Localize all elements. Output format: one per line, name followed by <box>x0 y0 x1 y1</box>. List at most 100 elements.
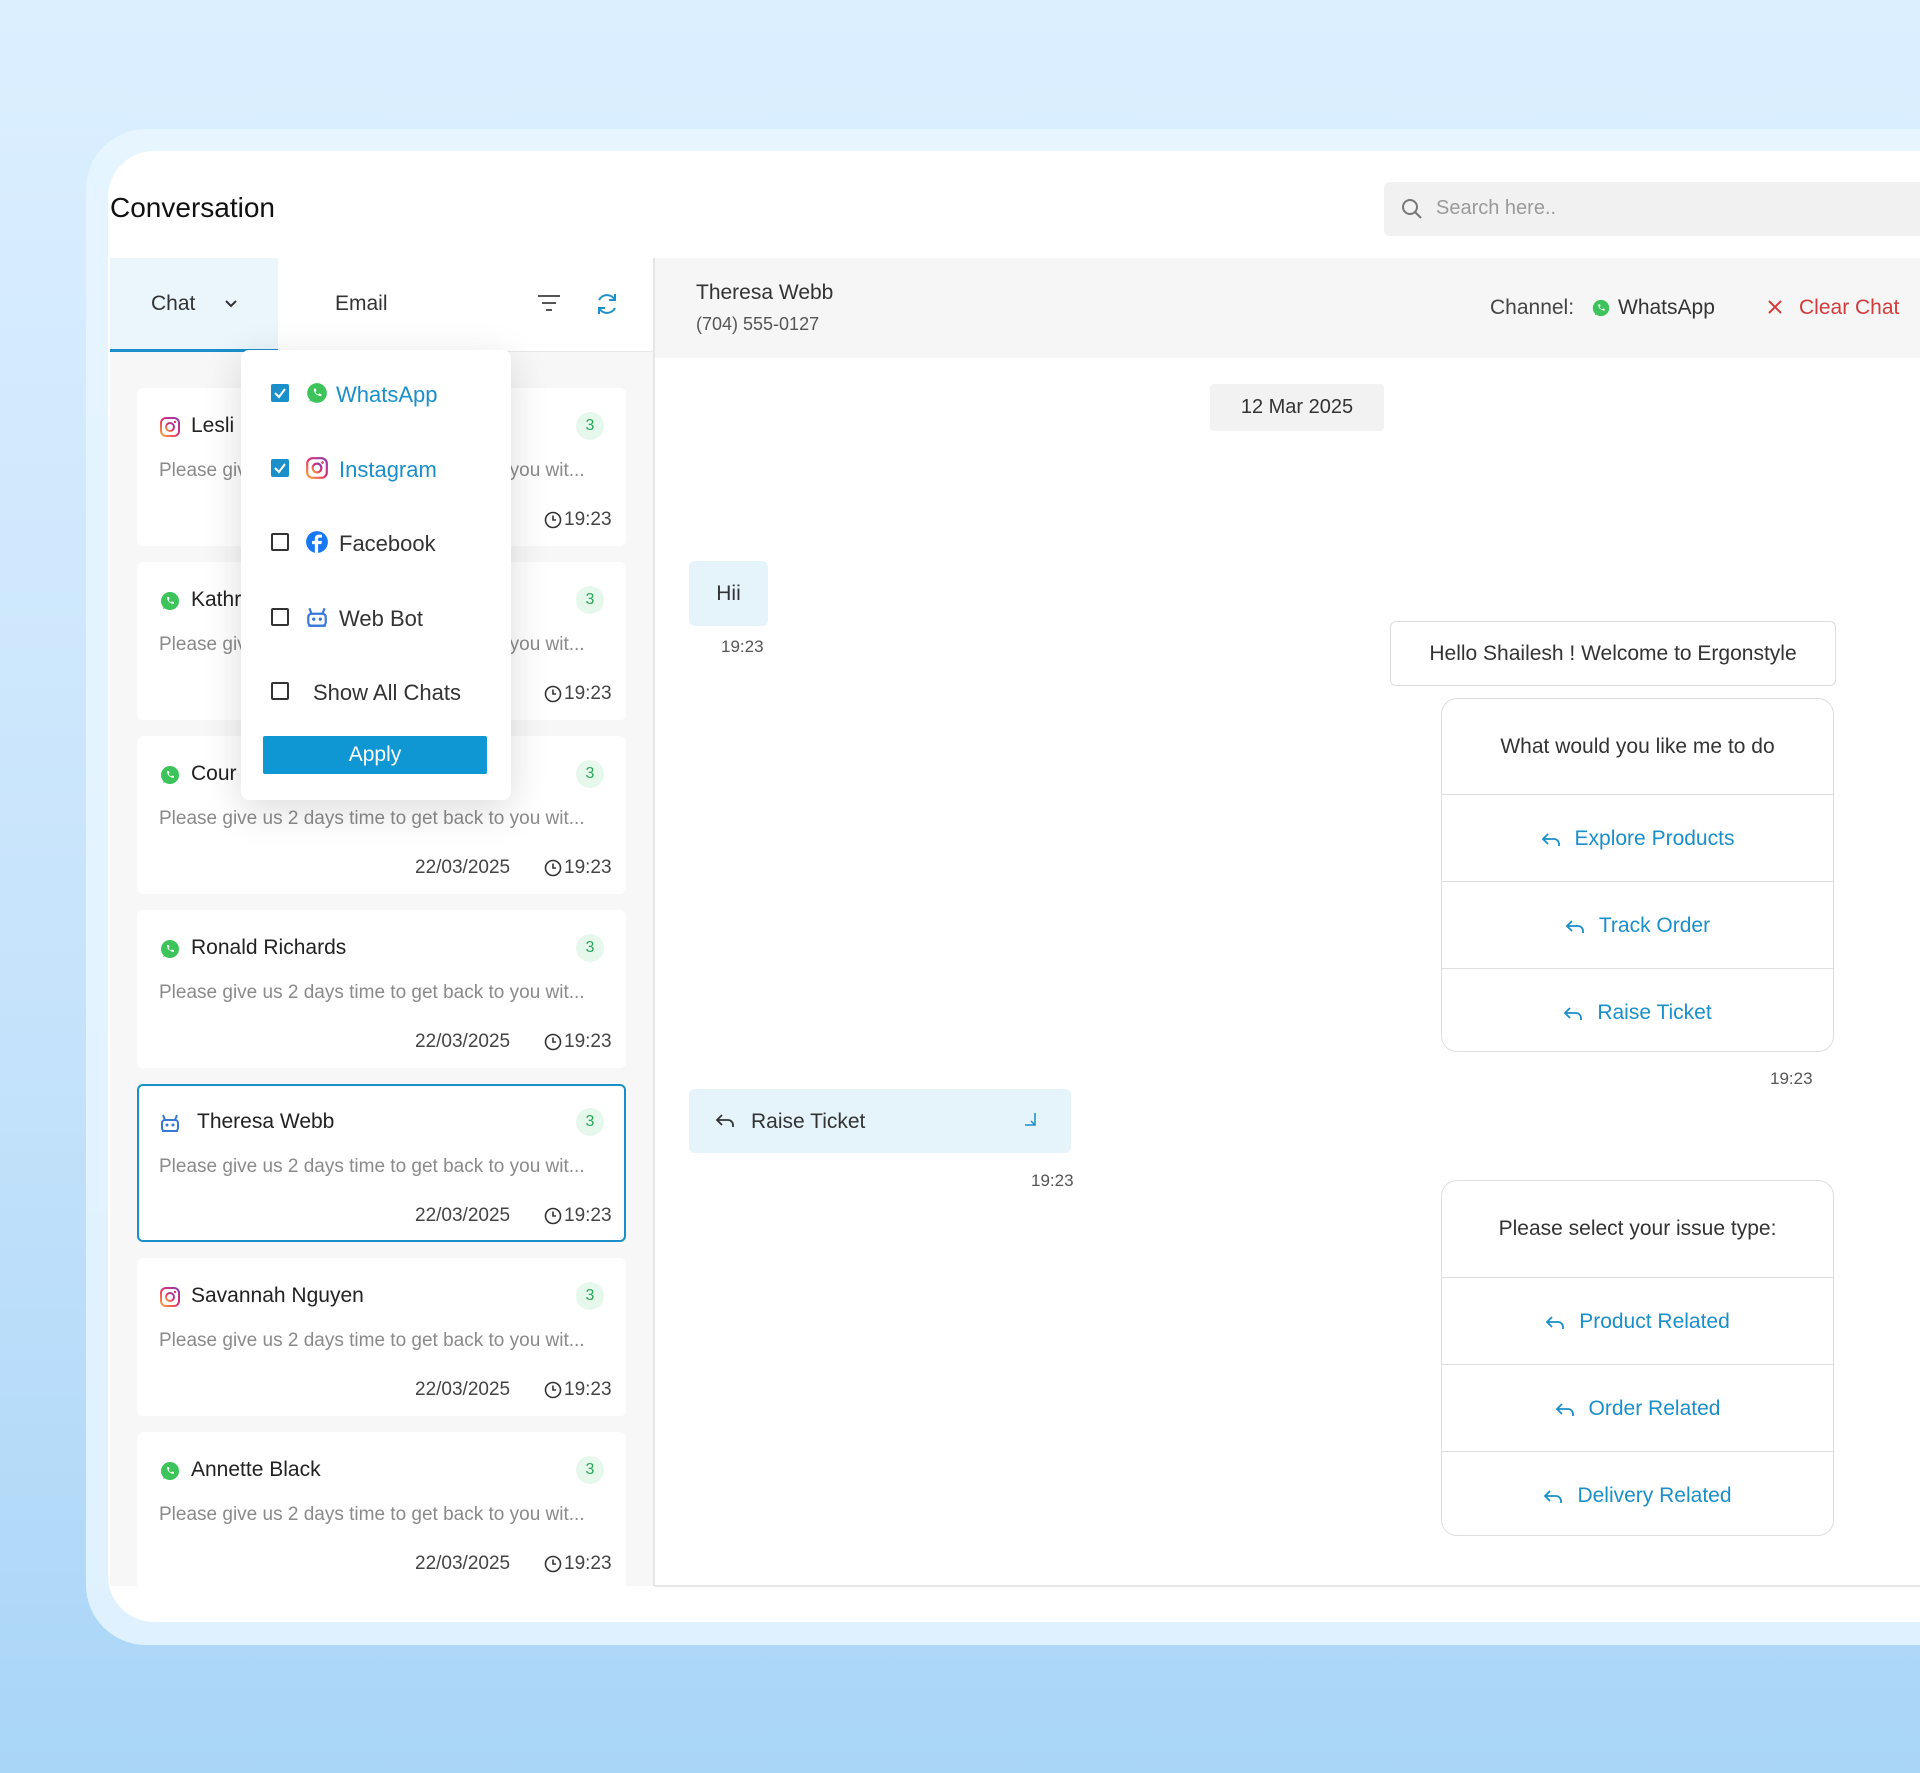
unread-badge: 3 <box>576 586 604 614</box>
channel-icon <box>1591 298 1611 323</box>
checkbox[interactable] <box>271 458 289 477</box>
unread-badge: 3 <box>576 412 604 440</box>
filter-option[interactable]: Facebook <box>241 522 511 562</box>
filter-option[interactable]: Instagram <box>241 448 511 488</box>
option-button[interactable]: Product Related <box>1442 1277 1833 1365</box>
message-date: 22/03/2025 <box>415 1031 511 1052</box>
search-placeholder: Search here.. <box>1436 197 1557 219</box>
channel-icon <box>305 530 329 559</box>
reply-icon <box>1541 833 1560 846</box>
chat-header: Theresa Webb (704) 555-0127 Channel: Wha… <box>655 258 1920 358</box>
clear-icon[interactable] <box>1767 299 1783 315</box>
contact-name: Theresa Webb <box>197 1110 335 1133</box>
contact-name: Theresa Webb <box>696 281 834 304</box>
instagram-icon <box>160 1287 180 1307</box>
date-divider: 12 Mar 2025 <box>1210 384 1384 431</box>
filter-option[interactable]: WhatsApp <box>241 373 511 413</box>
page-title: Conversation <box>110 192 275 223</box>
message-time: 19:23 <box>564 857 612 878</box>
checkbox[interactable] <box>271 682 289 700</box>
message-time: 19:23 <box>564 683 612 704</box>
reply-icon <box>715 1114 734 1127</box>
email-tab[interactable]: Email <box>335 292 388 315</box>
contact-name: Savannah Nguyen <box>191 1284 364 1307</box>
channel-icon <box>159 1286 181 1313</box>
message-time: 19:23 <box>564 1553 612 1574</box>
clock <box>544 1207 562 1225</box>
option-label: Order Related <box>1588 1397 1721 1420</box>
facebook-icon <box>306 531 328 553</box>
filter-icon[interactable] <box>537 293 561 313</box>
clock-icon <box>544 1207 562 1230</box>
channel-icon <box>159 416 181 443</box>
channel-icon <box>159 590 181 617</box>
filter-option[interactable]: Show All Chats <box>241 671 511 711</box>
chat-tab[interactable]: Chat <box>110 258 278 352</box>
channel-icon <box>305 456 329 485</box>
whatsapp-icon <box>307 383 327 403</box>
message-preview: Please give us 2 days time to get back t… <box>159 808 585 829</box>
clock-icon <box>544 685 562 708</box>
webbot-icon <box>307 607 327 627</box>
message-time: 19:23 <box>564 509 612 530</box>
checkbox[interactable] <box>271 384 289 402</box>
option-button[interactable]: Explore Products <box>1442 794 1833 882</box>
option-label: WhatsApp <box>336 382 438 407</box>
whatsapp-icon <box>161 592 179 610</box>
option-label: Web Bot <box>339 605 423 631</box>
channel-icon <box>305 381 329 410</box>
checkbox[interactable] <box>271 607 289 626</box>
contact-name: Cour <box>191 762 237 785</box>
filter-dropdown: Apply WhatsApp Instagram Facebook Web Bot Sh… <box>241 350 511 800</box>
message-date: 22/03/2025 <box>415 1205 511 1226</box>
whatsapp-icon <box>1592 299 1610 317</box>
options-message: Please select your issue type: Product R… <box>1441 1180 1834 1536</box>
whatsapp-icon <box>161 1462 179 1480</box>
option-label: Track Order <box>1598 914 1711 937</box>
unread-badge: 3 <box>576 1282 604 1310</box>
clear-chat-button[interactable]: Clear Chat <box>1799 296 1900 319</box>
message-time: 19:23 <box>1770 1069 1813 1088</box>
reply-icon <box>1565 920 1584 933</box>
reply-icon <box>1545 1316 1565 1329</box>
clock <box>544 511 562 529</box>
filter-option[interactable]: Web Bot <box>241 597 511 637</box>
contact-name: Ronald Richards <box>191 936 347 959</box>
unread-badge: 3 <box>576 1456 604 1484</box>
checkbox[interactable] <box>271 533 289 551</box>
message-date: 22/03/2025 <box>415 857 511 878</box>
message-time: 19:23 <box>564 1379 612 1400</box>
option-button[interactable]: Track Order <box>1442 881 1833 969</box>
refresh-icon[interactable] <box>594 291 620 317</box>
contact-phone: (704) 555-0127 <box>696 314 820 334</box>
incoming-reply: Raise Ticket <box>689 1089 1071 1153</box>
options-question: Please select your issue type: <box>1498 1217 1777 1240</box>
conversation-card[interactable]: Theresa Webb 3 Please give us 2 days time … <box>137 1084 626 1242</box>
options-question: What would you like me to do <box>1500 735 1775 758</box>
conversation-card[interactable]: Ronald Richards 3 Please give us 2 days ti… <box>137 910 626 1068</box>
channel-icon <box>159 764 181 791</box>
clock-icon <box>544 859 562 882</box>
webbot-icon <box>161 1114 179 1132</box>
option-button[interactable]: Order Related <box>1442 1364 1833 1452</box>
incoming-message: Hii <box>689 561 768 626</box>
whatsapp-icon <box>161 766 179 784</box>
message-preview: Please give us 2 days time to get back t… <box>159 982 585 1003</box>
conversation-card[interactable]: Savannah Nguyen 3 Please give us 2 days ti… <box>137 1258 626 1416</box>
reply-text: Raise Ticket <box>751 1110 866 1133</box>
option-button[interactable]: Raise Ticket <box>1442 968 1833 1051</box>
search-box[interactable]: Search here.. <box>1384 182 1920 236</box>
reply-icon <box>1544 1490 1563 1503</box>
unread-badge: 3 <box>576 1108 604 1136</box>
clock <box>544 1033 562 1051</box>
chat-bottom-border <box>655 1585 1920 1587</box>
apply-button[interactable]: Apply <box>263 736 487 774</box>
instagram-icon <box>160 417 180 437</box>
option-label: Product Related <box>1579 1310 1730 1333</box>
channel-name: WhatsApp <box>1618 296 1715 319</box>
contact-name: Lesli <box>191 414 235 437</box>
conversation-card[interactable]: Annette Black 3 Please give us 2 days time… <box>137 1432 626 1586</box>
clock-icon <box>544 1381 562 1404</box>
whatsapp-icon <box>161 940 179 958</box>
option-button[interactable]: Delivery Related <box>1442 1451 1833 1535</box>
